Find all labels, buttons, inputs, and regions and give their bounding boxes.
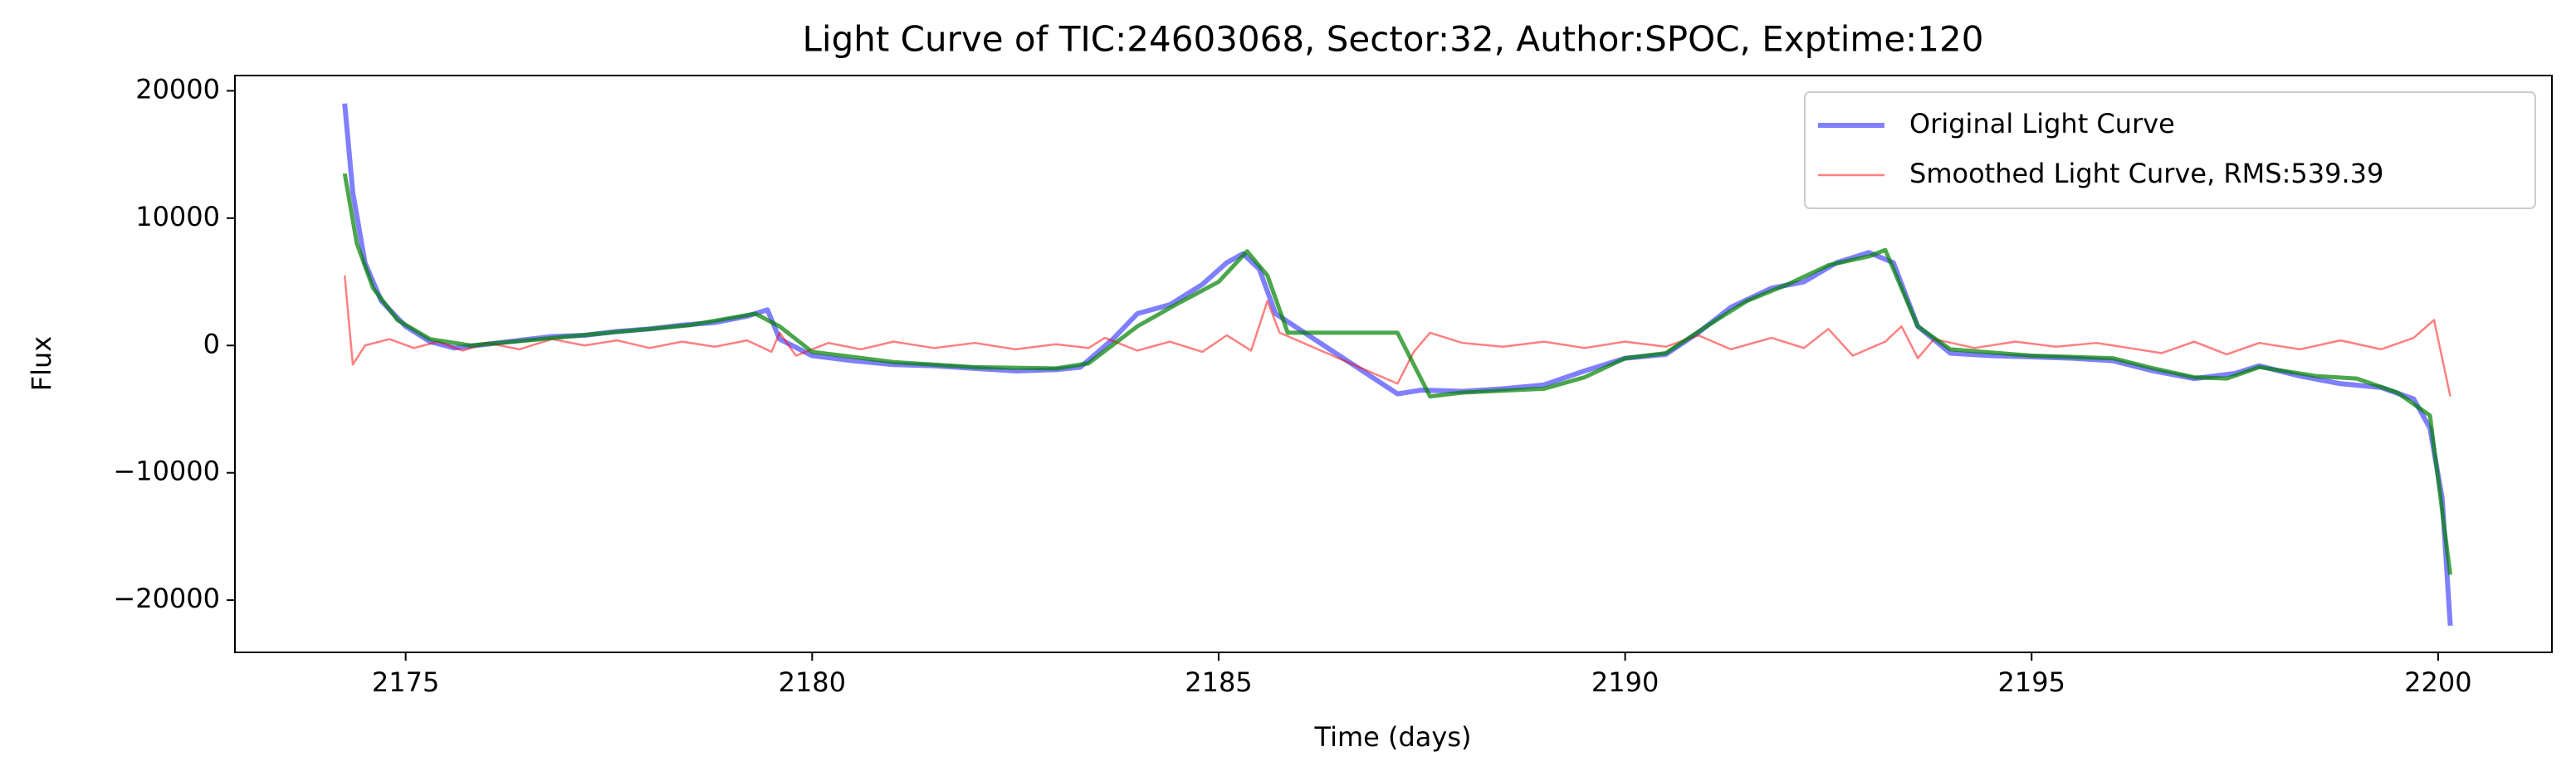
x-tick-label: 2195 bbox=[1998, 666, 2065, 698]
y-tick-label: −20000 bbox=[113, 583, 220, 614]
plot-frame bbox=[234, 75, 2553, 653]
y-tick-label: 10000 bbox=[135, 201, 220, 232]
series-line bbox=[342, 173, 2453, 575]
y-tick-label: 0 bbox=[203, 328, 220, 359]
x-tick-label: 2180 bbox=[779, 666, 846, 698]
x-tick-label: 2185 bbox=[1185, 666, 1252, 698]
y-tick-label: 20000 bbox=[135, 73, 220, 105]
series-line bbox=[343, 275, 2451, 397]
y-axis-label: Flux bbox=[26, 336, 57, 392]
y-tick-label: −10000 bbox=[113, 456, 220, 487]
x-tick-label: 2175 bbox=[372, 666, 439, 698]
x-tick-label: 2190 bbox=[1591, 666, 1659, 698]
x-axis-label: Time (days) bbox=[1314, 721, 1472, 753]
legend-label: Smoothed Light Curve, RMS:539.39 bbox=[1909, 158, 2383, 189]
x-tick-label: 2200 bbox=[2404, 666, 2471, 698]
legend-box bbox=[1804, 91, 2536, 209]
legend-label: Original Light Curve bbox=[1909, 108, 2175, 139]
chart-title: Light Curve of TIC:24603068, Sector:32, … bbox=[803, 19, 1984, 60]
